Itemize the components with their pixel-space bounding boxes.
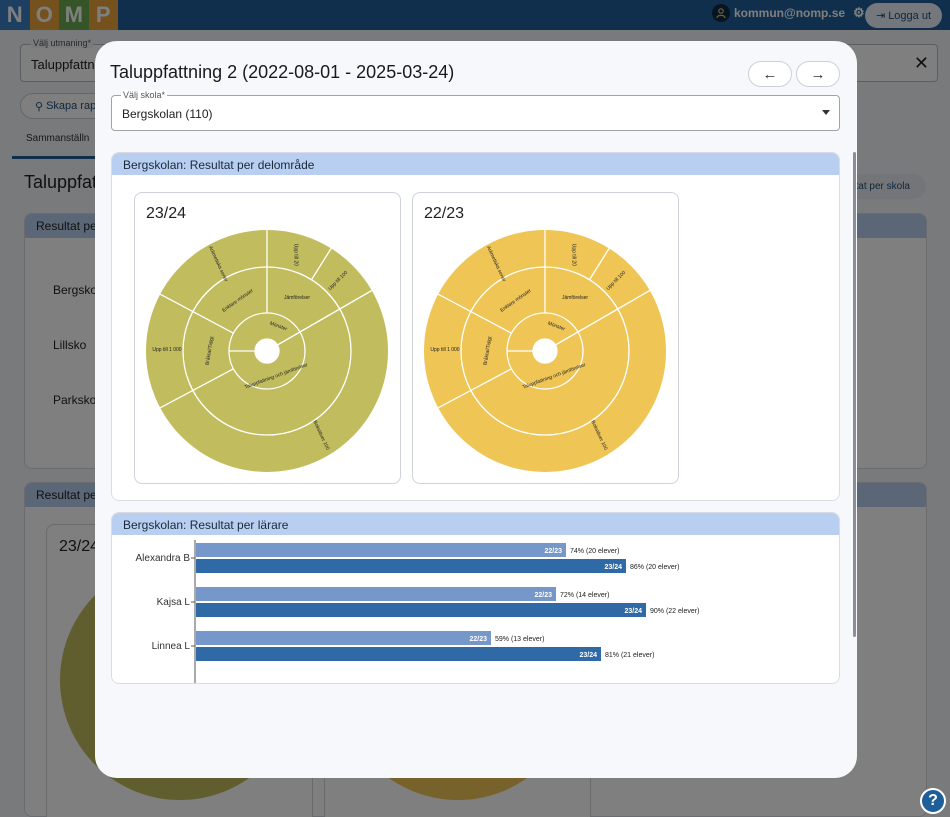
section-results-per-area-title: Bergskolan: Resultat per delområde — [112, 153, 839, 175]
sunburst-divider — [470, 368, 512, 392]
bar-22/23 — [196, 543, 566, 557]
sunburst-label-outer-2: Upp till 20 — [293, 244, 299, 266]
sunburst-divider — [437, 389, 472, 409]
sunburst-card-2: Mönster Taluppfattning och jämförelser Enk… — [412, 192, 679, 484]
bar-22/23 — [196, 631, 491, 645]
sunburst-title-1: 23/24 — [146, 205, 187, 222]
bar-value-label: 72% (14 elever) — [560, 592, 609, 599]
bar-series-label: 22/23 — [534, 592, 552, 599]
teacher-label: Linnea L — [152, 641, 191, 652]
teacher-label: Kajsa L — [157, 597, 191, 608]
sunburst-divider — [617, 289, 651, 310]
modal-scrollbar[interactable] — [853, 152, 856, 637]
sunburst-hole — [255, 339, 279, 363]
section-results-per-teacher: Bergskolan: Resultat per lärare Alexandr… — [111, 512, 840, 684]
bar-series-label: 23/24 — [604, 564, 622, 571]
bar-22/23 — [196, 587, 556, 601]
sunburst-label-outer-2: Upp till 20 — [571, 244, 577, 266]
sunburst-divider — [159, 389, 194, 409]
next-button[interactable]: → — [796, 61, 840, 87]
sunburst-divider — [339, 289, 373, 310]
sunburst-label-outer-4: Upp till 1 000 — [152, 347, 181, 353]
bar-23/24 — [196, 647, 601, 661]
school-select-value: Bergskolan (110) — [122, 107, 213, 121]
sunburst-card-1: Mönster Taluppfattning och jämförelser Enk… — [134, 192, 401, 484]
bar-series-label: 23/24 — [624, 608, 642, 615]
bar-series-label: 22/23 — [469, 636, 487, 643]
sunburst-label-middle-2: Jämförelser — [284, 295, 310, 301]
question-mark-icon: ? — [928, 792, 938, 809]
sunburst-divider — [159, 293, 194, 313]
bar-value-label: 59% (13 elever) — [495, 636, 544, 643]
bar-series-label: 23/24 — [579, 652, 597, 659]
report-modal: Taluppfattning 2 (2022-08-01 - 2025-03-2… — [95, 41, 857, 778]
sunburst-divider — [299, 308, 341, 333]
sunburst-label-center-1: Mönster — [547, 321, 566, 333]
sunburst-label-outer-4: Upp till 1 000 — [430, 347, 459, 353]
bar-value-label: 74% (20 elever) — [570, 548, 619, 555]
bar-value-label: 86% (20 elever) — [630, 564, 679, 571]
sunburst-divider — [310, 248, 332, 281]
sunburst-label-center-1: Mönster — [269, 321, 288, 333]
bar-23/24 — [196, 603, 646, 617]
previous-button[interactable]: ← — [748, 61, 792, 87]
sunburst-divider — [555, 331, 579, 346]
teacher-label: Alexandra B — [136, 553, 191, 564]
bar-23/24 — [196, 559, 626, 573]
sunburst-divider — [577, 308, 619, 333]
sunburst-divider — [277, 331, 301, 346]
bar-value-label: 81% (21 elever) — [605, 652, 654, 659]
help-button[interactable]: ? — [920, 788, 946, 814]
sunburst-divider — [192, 368, 234, 392]
modal-title: Taluppfattning 2 (2022-08-01 - 2025-03-2… — [110, 62, 455, 82]
sunburst-divider — [588, 248, 610, 281]
sunburst-hole — [533, 339, 557, 363]
school-select-label: Välj skola* — [121, 90, 168, 100]
bar-series-label: 22/23 — [544, 548, 562, 555]
sunburst-title-2: 22/23 — [424, 205, 465, 222]
sunburst-divider — [192, 310, 234, 334]
section-results-per-teacher-title: Bergskolan: Resultat per lärare — [112, 513, 839, 535]
section-results-per-area: Bergskolan: Resultat per delområde Mönst… — [111, 152, 840, 501]
dropdown-caret-icon — [822, 110, 830, 115]
school-select[interactable]: Välj skola* Bergskolan (110) — [111, 90, 840, 131]
sunburst-label-middle-2: Jämförelser — [562, 295, 588, 301]
sunburst-divider — [437, 293, 472, 313]
sunburst-divider — [470, 310, 512, 334]
bar-value-label: 90% (22 elever) — [650, 608, 699, 615]
teacher-bar-chart: Alexandra B 22/23 74% (20 elever) 23/24 86% … — [136, 540, 699, 683]
